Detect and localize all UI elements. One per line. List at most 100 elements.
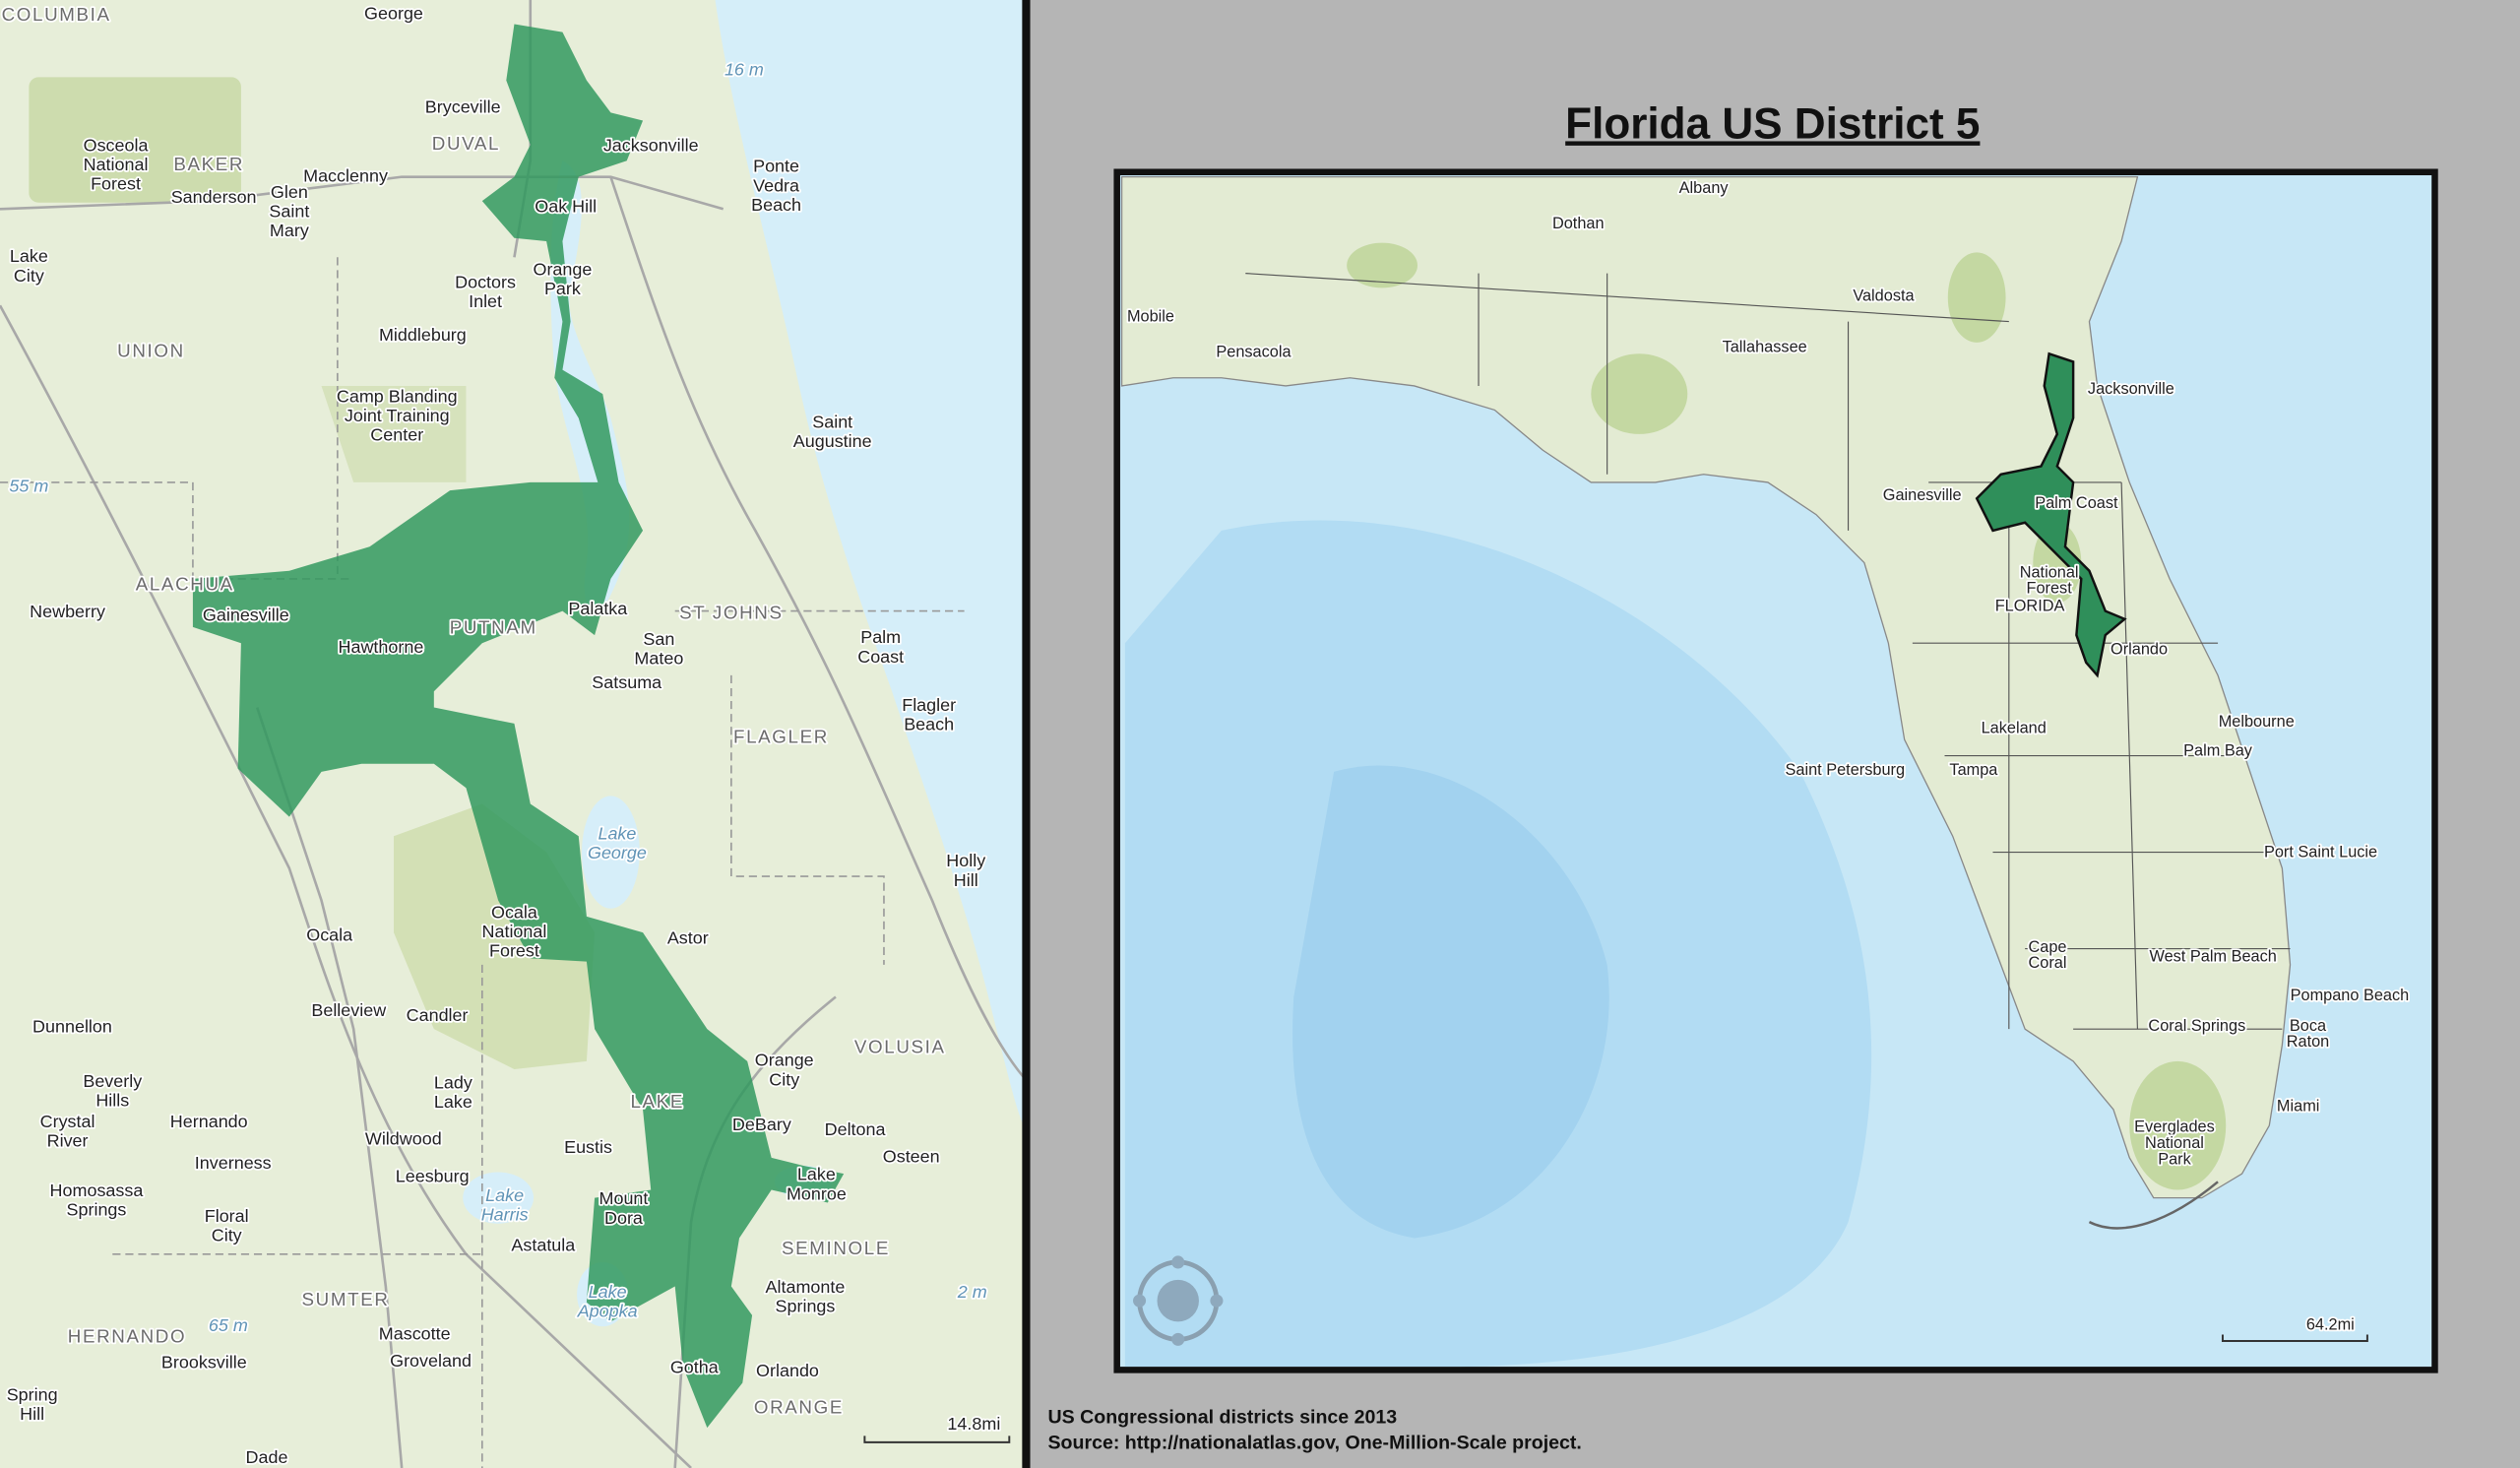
- place-label: 16 m: [724, 60, 764, 80]
- place-label: National: [2145, 1134, 2204, 1152]
- deep-sea: [1292, 765, 1609, 1239]
- place-label: Palm: [860, 627, 901, 647]
- place-label: Pompano Beach: [2291, 987, 2410, 1004]
- place-label: Orange: [533, 259, 592, 279]
- place-label: Cape: [2029, 938, 2067, 956]
- place-label: HERNANDO: [68, 1326, 186, 1347]
- ocean: [715, 0, 1024, 1126]
- place-label: Gainesville: [203, 605, 289, 624]
- place-label: Candler: [407, 1005, 469, 1025]
- place-label: Inlet: [469, 291, 502, 311]
- place-label: Everglades: [2134, 1118, 2215, 1136]
- place-label: Orlando: [2110, 641, 2168, 659]
- place-label: Valdosta: [1853, 287, 1915, 304]
- place-label: Hill: [954, 870, 978, 890]
- title: Florida US District 5: [1565, 99, 1980, 148]
- place-label: Palatka: [568, 599, 627, 618]
- place-label: Brooksville: [161, 1353, 247, 1372]
- place-label: Forest: [489, 941, 539, 961]
- place-label: Orange: [755, 1051, 814, 1070]
- place-label: Palm Coast: [2035, 494, 2118, 512]
- place-label: Camp Blanding: [337, 386, 458, 406]
- place-label: Port Saint Lucie: [2264, 843, 2377, 861]
- place-label: Hernando: [170, 1112, 248, 1131]
- place-label: Sanderson: [171, 187, 257, 207]
- place-label: Dade: [246, 1447, 288, 1467]
- place-labels: COLUMBIA GeorgeOsceolaNationalForestBAKER…: [0, 2, 989, 1468]
- district-5: [192, 24, 845, 1429]
- place-label: FLAGLER: [733, 726, 829, 746]
- place-label: National: [2020, 563, 2079, 581]
- place-label: Spring: [7, 1384, 58, 1404]
- scale-label: 14.8mi: [947, 1414, 1000, 1434]
- place-label: Saint: [812, 412, 852, 431]
- place-label: 55 m: [9, 477, 48, 496]
- place-label: Beach: [904, 714, 954, 734]
- place-label: Leesburg: [396, 1166, 470, 1185]
- place-label: Eustis: [564, 1137, 612, 1157]
- place-label: Miami: [2277, 1097, 2319, 1115]
- place-label: Lake: [434, 1092, 472, 1112]
- place-label: 65 m: [209, 1315, 248, 1335]
- place-label: Lady: [434, 1073, 472, 1093]
- place-label: Satsuma: [592, 672, 662, 692]
- place-label: DUVAL: [432, 133, 500, 154]
- place-label: Dora: [604, 1208, 643, 1228]
- place-label: City: [212, 1226, 242, 1245]
- place-label: George: [588, 843, 647, 862]
- place-label: Center: [370, 424, 423, 444]
- place-label: Mount: [599, 1188, 649, 1208]
- place-label: COLUMBIA: [2, 4, 111, 25]
- place-label: Coral: [2029, 954, 2067, 972]
- place-label: Pensacola: [1216, 344, 1292, 361]
- place-label: Ocala: [306, 925, 352, 944]
- place-label: Forest: [91, 174, 141, 194]
- detail-map: COLUMBIA GeorgeOsceolaNationalForestBAKER…: [0, 0, 1024, 1468]
- place-label: Lakeland: [1982, 720, 2047, 737]
- place-label: Tallahassee: [1723, 339, 1807, 356]
- place-label: Coast: [857, 647, 904, 667]
- place-label: Tampa: [1949, 761, 1998, 779]
- place-label: Orlando: [756, 1361, 819, 1380]
- place-label: ORANGE: [754, 1396, 844, 1417]
- place-label: DeBary: [732, 1115, 791, 1134]
- place-label: Park: [544, 279, 581, 298]
- place-labels: Albany Dothan Valdosta Mobile Pensacola Talla…: [1125, 177, 2411, 1170]
- place-label: Hills: [95, 1091, 129, 1111]
- place-label: Ocala: [491, 902, 537, 922]
- place-label: Springs: [776, 1297, 836, 1316]
- place-label: FLORIDA: [1995, 598, 2065, 615]
- place-label: Beach: [751, 195, 801, 215]
- place-label: Inverness: [195, 1153, 272, 1173]
- place-label: Lake: [589, 1282, 627, 1302]
- place-label: Saint Petersburg: [1786, 761, 1905, 779]
- place-label: Park: [2158, 1150, 2191, 1168]
- place-label: Middleburg: [379, 325, 467, 345]
- place-label: SUMTER: [302, 1289, 390, 1309]
- place-label: BAKER: [173, 154, 244, 174]
- place-label: Harris: [481, 1205, 529, 1225]
- place-label: Wildwood: [365, 1129, 442, 1149]
- place-label: Jacksonville: [603, 136, 699, 156]
- place-label: George: [364, 4, 423, 24]
- place-label: Dunnellon: [32, 1016, 112, 1036]
- place-label: Albany: [1679, 179, 1730, 197]
- place-label: Forest: [2027, 580, 2073, 598]
- place-label: Melbourne: [2219, 713, 2295, 731]
- place-label: Astor: [667, 928, 709, 948]
- place-label: River: [47, 1130, 89, 1150]
- place-label: Palm Bay: [2183, 742, 2253, 760]
- place-label: Jacksonville: [2088, 380, 2174, 398]
- place-label: LAKE: [630, 1091, 684, 1112]
- place-label: VOLUSIA: [854, 1037, 946, 1057]
- place-label: Holly: [946, 851, 985, 870]
- place-label: Coral Springs: [2148, 1017, 2245, 1035]
- place-label: Springs: [67, 1200, 127, 1220]
- divider: [1022, 0, 1031, 1468]
- place-label: Macclenny: [303, 166, 388, 186]
- place-label: Osteen: [883, 1147, 940, 1167]
- place-label: Mascotte: [379, 1323, 451, 1343]
- place-label: Gainesville: [1883, 486, 1962, 504]
